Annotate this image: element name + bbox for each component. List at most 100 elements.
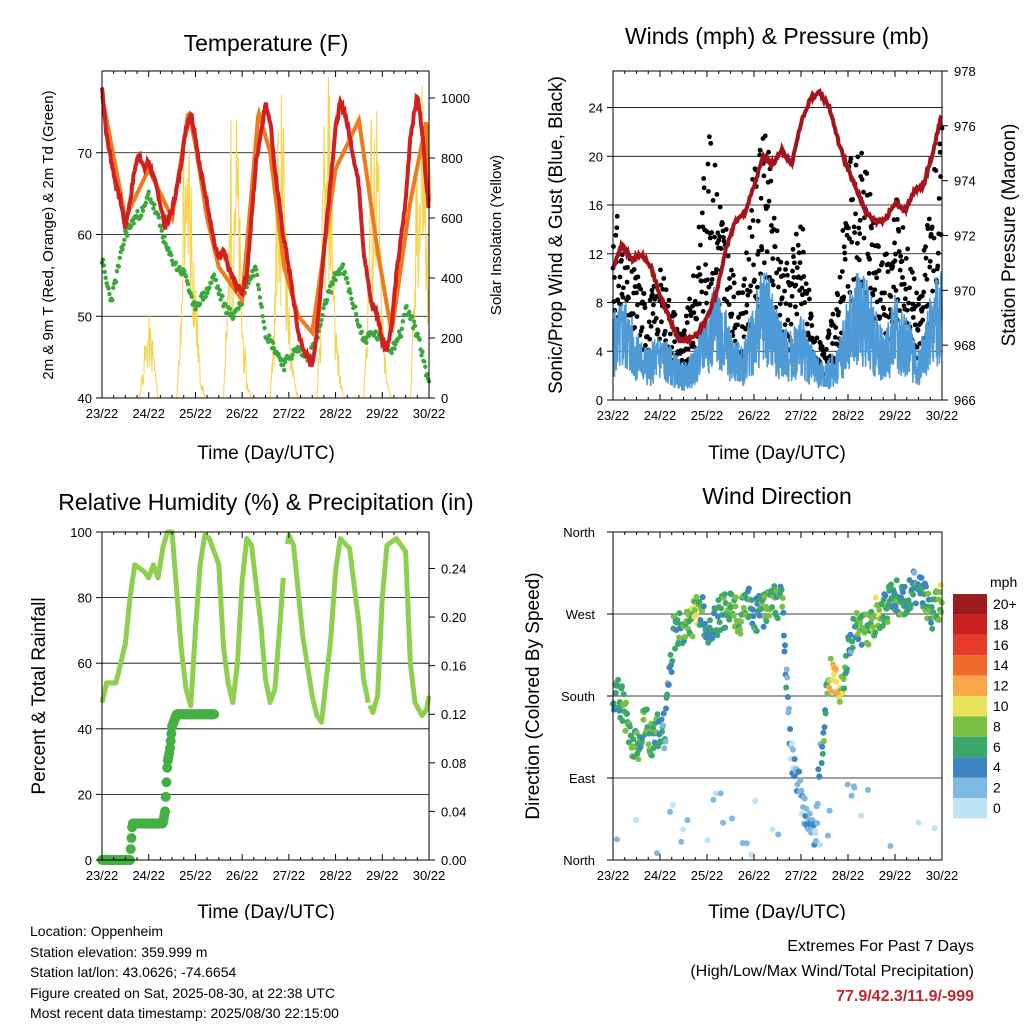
direction-point	[774, 615, 781, 622]
speed-legend-swatch	[953, 634, 987, 656]
direction-point	[784, 693, 791, 700]
gust-point	[914, 290, 920, 296]
gust-point	[791, 274, 797, 280]
humidity-xtick-label: 26/22	[226, 868, 259, 883]
direction-point	[726, 616, 733, 623]
gust-point	[856, 225, 862, 231]
dewpoint-point	[168, 252, 174, 258]
dewpoint-point	[111, 285, 116, 291]
gust-point	[801, 274, 807, 279]
direction-point	[769, 826, 776, 833]
speed-legend-swatch	[953, 655, 987, 676]
gust-point	[814, 335, 820, 341]
dewpoint-point	[262, 325, 267, 331]
gust-point	[647, 336, 653, 342]
gust-point	[650, 311, 656, 316]
winds-pressure-series	[611, 88, 943, 348]
dewpoint-point	[140, 208, 146, 214]
dewpoint-point	[357, 324, 363, 329]
direction-point	[672, 645, 679, 652]
dewpoint-point	[289, 356, 294, 361]
dewpoint-point	[347, 287, 352, 292]
direction-ytick-label: West	[566, 607, 596, 622]
extremes-title: Extremes For Past 7 Days	[787, 938, 974, 955]
gust-point	[938, 232, 944, 238]
gust-point	[857, 217, 863, 223]
gust-point	[902, 281, 907, 287]
gust-point	[900, 275, 905, 280]
direction-point	[715, 597, 722, 604]
direction-point	[766, 612, 773, 619]
speed-legend-swatch	[953, 736, 987, 758]
dewpoint-point	[177, 264, 182, 270]
gust-point	[812, 339, 818, 344]
speed-legend-swatch	[953, 757, 987, 778]
gust-point	[743, 326, 748, 332]
gust-point	[697, 272, 703, 277]
gust-point	[929, 224, 935, 230]
gust-point	[936, 196, 942, 201]
precip-point	[160, 791, 171, 802]
direction-point	[625, 739, 632, 746]
dewpoint-point	[318, 322, 323, 327]
gust-point	[777, 312, 783, 318]
gust-point	[698, 242, 703, 248]
dewpoint-point	[117, 255, 122, 261]
gust-point	[927, 258, 933, 264]
direction-xtick-label: 24/22	[644, 868, 677, 883]
dewpoint-point	[215, 284, 221, 289]
direction-point	[812, 830, 819, 837]
dewpoint-point	[135, 209, 140, 214]
gust-point	[852, 230, 857, 236]
direction-point	[665, 681, 672, 688]
humidity-ytick-label: 20	[78, 787, 92, 802]
gust-point	[792, 260, 797, 266]
gust-point	[714, 191, 720, 197]
temperature-axes: 40 50 60 70 0 200 400 600 800 1000 23/22 24/22 25/22…	[78, 71, 470, 421]
gust-point	[806, 333, 811, 338]
precip-point	[161, 777, 172, 788]
gust-point	[804, 321, 810, 327]
direction-point	[849, 644, 856, 651]
gust-point	[790, 246, 796, 252]
dewpoint-point	[217, 287, 222, 293]
gust-point	[903, 256, 909, 261]
direction-point	[678, 838, 685, 845]
temperature-title: Temperature (F)	[184, 30, 349, 56]
humidity-y2tick-label: 0.08	[441, 756, 466, 771]
dewpoint-point	[354, 318, 360, 323]
winds-xtick-label: 30/22	[926, 408, 959, 423]
gust-point	[804, 291, 810, 296]
gust-point	[826, 331, 832, 337]
direction-point	[780, 632, 787, 639]
humidity-xlabel: Time (Day/UTC)	[197, 902, 335, 920]
gust-point	[850, 197, 856, 202]
precip-point	[162, 762, 173, 773]
direction-point	[718, 605, 725, 612]
direction-point	[704, 837, 711, 844]
direction-point	[719, 819, 726, 826]
gust-point	[772, 244, 778, 250]
gust-point	[830, 311, 836, 317]
gust-point	[666, 297, 672, 303]
direction-point	[816, 773, 823, 780]
dewpoint-point	[152, 202, 157, 207]
direction-xtick-label: 28/22	[832, 868, 865, 883]
dewpoint-point	[282, 359, 288, 365]
gust-point	[648, 323, 654, 329]
humidity-ytick-label: 40	[78, 722, 92, 737]
speed-legend-label: 14	[993, 657, 1009, 673]
direction-point	[697, 616, 704, 623]
gust-point	[614, 225, 620, 231]
dewpoint-point	[290, 352, 295, 358]
direction-point	[879, 601, 886, 608]
dewpoint-point	[102, 269, 108, 275]
gust-point	[662, 328, 668, 334]
temperature-9m-series	[100, 95, 431, 338]
humidity-y2tick-label: 0.00	[441, 853, 466, 868]
speed-legend-label: 4	[993, 759, 1001, 775]
dewpoint-point	[321, 305, 326, 311]
gust-point	[743, 309, 749, 315]
gust-point	[707, 235, 713, 241]
direction-point	[783, 684, 790, 691]
